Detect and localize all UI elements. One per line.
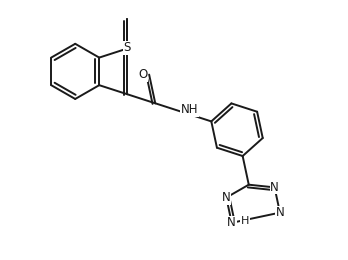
Text: H: H: [241, 216, 249, 226]
Text: O: O: [138, 68, 148, 81]
Text: S: S: [124, 41, 131, 54]
Text: NH: NH: [181, 103, 198, 116]
Text: N: N: [222, 191, 231, 204]
Text: N: N: [227, 216, 236, 229]
Text: N: N: [270, 181, 279, 194]
Text: N: N: [276, 206, 284, 219]
